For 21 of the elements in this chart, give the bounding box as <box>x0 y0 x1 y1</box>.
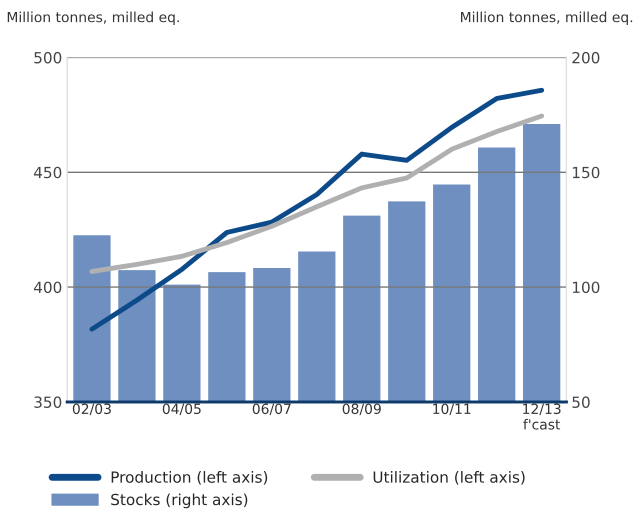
x-tick-label: 12/13 f'cast <box>523 404 561 430</box>
y2-tick-label: 100 <box>572 282 600 294</box>
y-axis-title: Million tonnes, milled eq. <box>8 12 179 25</box>
y-tick-label: 400 <box>34 282 62 294</box>
y2-tick-label: 150 <box>572 166 600 178</box>
y-tick-label: 500 <box>34 52 62 64</box>
y2-axis-title: Million tonnes, milled eq. <box>461 12 632 25</box>
line-series <box>90 114 544 274</box>
legend-label: Utilization (left axis) <box>374 471 525 485</box>
x-tick-label: 10/11 <box>433 404 470 416</box>
legend-label: Production (left axis) <box>112 471 268 485</box>
x-tick-label: 04/05 <box>162 404 201 416</box>
legend-label: Stocks (right axis) <box>111 493 248 508</box>
x-tick-label: 06/07 <box>252 404 291 416</box>
line-series <box>90 88 544 332</box>
y2-tick-label: 200 <box>572 52 600 64</box>
x-tick-label: 08/09 <box>342 404 381 416</box>
y2-tick-label: 50 <box>572 396 590 408</box>
y-tick-label: 450 <box>34 166 62 178</box>
y-tick-label: 350 <box>34 396 62 408</box>
x-tick-label: 02/03 <box>72 404 111 416</box>
